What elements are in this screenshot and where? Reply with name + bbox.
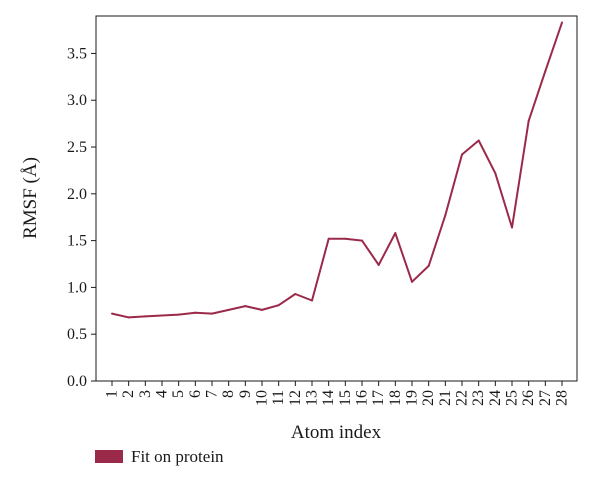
y-axis-title: RMSF (Å) — [20, 157, 41, 239]
y-tick-label: 2.5 — [67, 139, 87, 156]
y-tick-label: 0.0 — [67, 373, 87, 390]
x-tick-label: 12 — [287, 390, 304, 406]
x-tick-label: 13 — [304, 390, 321, 406]
x-tick-label: 7 — [204, 390, 221, 398]
data-point-25 — [511, 226, 513, 229]
data-point-22 — [461, 153, 463, 156]
data-point-14 — [327, 237, 330, 240]
x-tick-label: 14 — [320, 390, 337, 406]
x-tick-label: 8 — [220, 390, 237, 398]
data-point-12 — [294, 292, 297, 295]
x-tick-label: 18 — [387, 390, 404, 406]
y-tick-label: 1.5 — [67, 233, 87, 250]
x-tick-label: 24 — [487, 390, 504, 406]
y-tick-label: 3.5 — [67, 45, 87, 62]
x-tick-label: 22 — [454, 390, 471, 406]
data-point-23 — [477, 139, 480, 142]
x-tick-label: 16 — [354, 390, 371, 406]
data-point-10 — [261, 308, 263, 311]
data-point-16 — [361, 239, 363, 242]
data-point-28 — [561, 21, 563, 24]
legend: Fit on protein — [95, 447, 224, 466]
data-point-4 — [161, 314, 163, 317]
x-tick-label: 20 — [420, 390, 437, 406]
x-tick-label: 10 — [254, 390, 271, 406]
legend-swatch — [95, 450, 123, 463]
data-point-5 — [177, 313, 180, 316]
data-point-21 — [444, 214, 447, 217]
y-tick-label: 1.0 — [67, 279, 87, 296]
x-tick-label: 11 — [270, 390, 287, 405]
data-point-26 — [527, 119, 530, 122]
x-tick-label: 5 — [170, 390, 187, 398]
y-tick-label: 2.0 — [67, 186, 87, 203]
plot-frame — [95, 15, 578, 382]
data-point-6 — [194, 311, 197, 314]
x-axis-title: Atom index — [291, 422, 382, 443]
y-axis: 0.0 0.5 1.0 1.5 2.0 2.5 3.0 3.5 — [67, 45, 96, 390]
data-point-3 — [144, 315, 147, 318]
x-tick-label: 2 — [120, 390, 137, 398]
x-tick-label: 3 — [137, 390, 154, 398]
x-tick-label: 21 — [437, 390, 454, 406]
y-tick-label: 0.5 — [67, 326, 87, 343]
data-point-8 — [227, 308, 230, 311]
x-tick-label: 26 — [520, 390, 537, 406]
data-point-2 — [127, 316, 130, 319]
data-point-1 — [111, 312, 113, 315]
x-tick-label: 4 — [154, 390, 171, 398]
x-tick-label: 9 — [237, 390, 254, 398]
x-tick-label: 19 — [404, 390, 421, 406]
x-tick-label: 6 — [187, 390, 204, 398]
x-tick-label: 25 — [504, 390, 521, 406]
x-tick-label: 27 — [537, 390, 554, 406]
series-points — [111, 21, 563, 319]
data-point-20 — [427, 264, 430, 267]
data-point-7 — [211, 312, 213, 315]
y-tick-label: 3.0 — [67, 92, 87, 109]
x-tick-label: 17 — [370, 390, 387, 406]
legend-label: Fit on protein — [131, 447, 224, 466]
data-point-18 — [394, 232, 397, 235]
data-point-15 — [344, 237, 347, 240]
data-point-9 — [244, 305, 247, 308]
series-line-fit-on-protein — [111, 22, 563, 319]
x-tick-label: 23 — [470, 390, 487, 406]
x-tick-label: 15 — [337, 390, 354, 406]
data-point-27 — [544, 70, 547, 73]
data-point-19 — [411, 280, 413, 283]
x-tick-label: 1 — [104, 390, 121, 398]
data-point-11 — [277, 304, 280, 307]
data-point-24 — [494, 172, 497, 175]
data-point-13 — [311, 299, 313, 302]
data-point-17 — [377, 263, 380, 266]
x-axis: 1 2 3 4 5 6 7 8 9 10 11 12 13 14 15 16 17 18 19 20 21 22 23 24 2… — [104, 381, 571, 406]
x-tick-label: 28 — [554, 390, 571, 406]
